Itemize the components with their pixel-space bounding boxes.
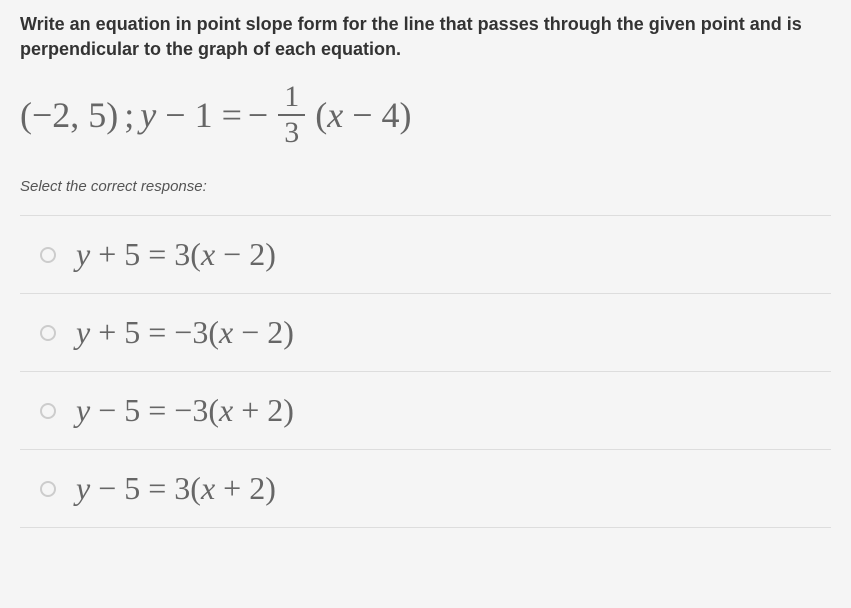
fraction-denominator: 3 bbox=[278, 116, 305, 148]
option-1-equation: y + 5 = 3(x − 2) bbox=[76, 236, 276, 273]
option-3[interactable]: y − 5 = −3(x + 2) bbox=[20, 371, 831, 449]
radio-icon[interactable] bbox=[40, 325, 56, 341]
given-equation: (−2, 5) ; y − 1 = − 1 3 (x − 4) bbox=[20, 82, 831, 148]
radio-icon[interactable] bbox=[40, 247, 56, 263]
option-3-equation: y − 5 = −3(x + 2) bbox=[76, 392, 294, 429]
options-container: y + 5 = 3(x − 2) y + 5 = −3(x − 2) y − 5… bbox=[20, 215, 831, 528]
instructions-text: Write an equation in point slope form fo… bbox=[20, 12, 831, 62]
radio-icon[interactable] bbox=[40, 403, 56, 419]
eq-left: y − 1 = bbox=[140, 94, 242, 136]
option-2[interactable]: y + 5 = −3(x − 2) bbox=[20, 293, 831, 371]
fraction-numerator: 1 bbox=[278, 82, 305, 116]
radio-icon[interactable] bbox=[40, 481, 56, 497]
separator: ; bbox=[124, 94, 134, 136]
neg-sign: − bbox=[248, 94, 268, 136]
option-4[interactable]: y − 5 = 3(x + 2) bbox=[20, 449, 831, 528]
eq-right: (x − 4) bbox=[315, 94, 411, 136]
option-1[interactable]: y + 5 = 3(x − 2) bbox=[20, 215, 831, 293]
option-2-equation: y + 5 = −3(x − 2) bbox=[76, 314, 294, 351]
fraction: 1 3 bbox=[278, 82, 305, 148]
option-4-equation: y − 5 = 3(x + 2) bbox=[76, 470, 276, 507]
given-point: (−2, 5) bbox=[20, 94, 118, 136]
select-prompt: Select the correct response: bbox=[20, 178, 831, 195]
